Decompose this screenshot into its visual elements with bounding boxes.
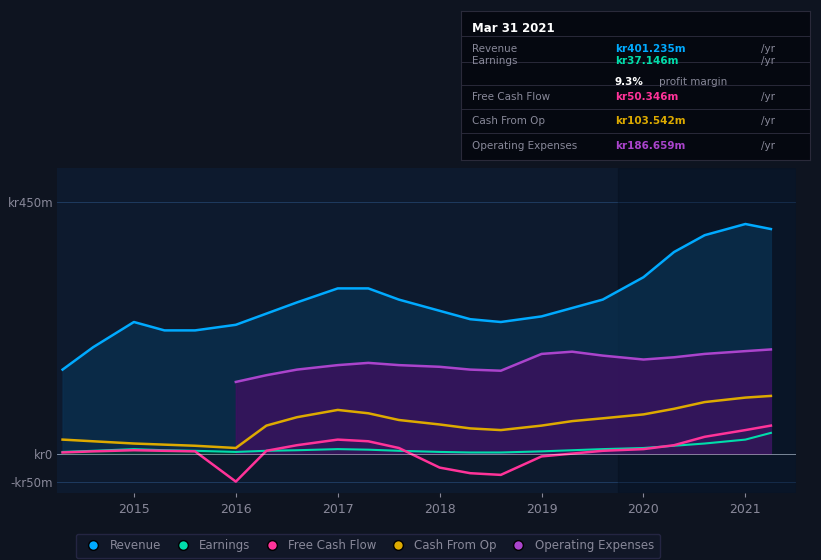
Text: Mar 31 2021: Mar 31 2021 — [472, 22, 554, 35]
Text: kr401.235m: kr401.235m — [615, 44, 686, 54]
Text: kr186.659m: kr186.659m — [615, 141, 686, 151]
Text: Cash From Op: Cash From Op — [472, 116, 545, 126]
Text: Free Cash Flow: Free Cash Flow — [472, 92, 550, 102]
Text: /yr: /yr — [762, 92, 776, 102]
Text: /yr: /yr — [762, 44, 776, 54]
Text: profit margin: profit margin — [658, 77, 727, 87]
Bar — [618, 168, 796, 493]
Text: /yr: /yr — [762, 116, 776, 126]
Text: /yr: /yr — [762, 141, 776, 151]
Text: /yr: /yr — [762, 56, 776, 66]
Text: Operating Expenses: Operating Expenses — [472, 141, 577, 151]
Text: 9.3%: 9.3% — [615, 77, 644, 87]
Legend: Revenue, Earnings, Free Cash Flow, Cash From Op, Operating Expenses: Revenue, Earnings, Free Cash Flow, Cash … — [76, 534, 660, 558]
Text: Earnings: Earnings — [472, 56, 517, 66]
Text: kr103.542m: kr103.542m — [615, 116, 686, 126]
Text: kr50.346m: kr50.346m — [615, 92, 678, 102]
Text: Revenue: Revenue — [472, 44, 517, 54]
Text: kr37.146m: kr37.146m — [615, 56, 678, 66]
